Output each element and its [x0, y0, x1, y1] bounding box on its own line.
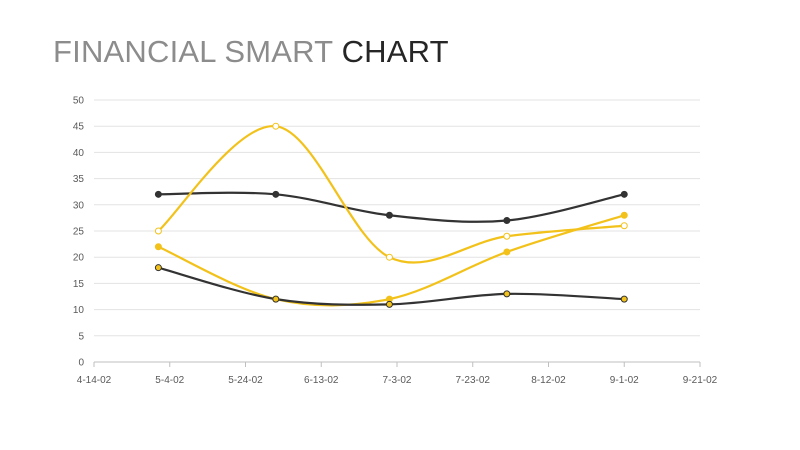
x-tick-label: 9-1-02	[610, 375, 639, 386]
data-point-series-1	[272, 190, 280, 198]
data-point-series-3	[503, 248, 511, 256]
y-tick-label: 45	[73, 122, 85, 133]
y-tick-label: 50	[73, 96, 85, 107]
data-point-series-1	[620, 190, 628, 198]
chart-title-part1: FINANCIAL SMART	[53, 34, 333, 69]
data-point-series-2	[154, 227, 162, 235]
y-tick-label: 30	[73, 200, 85, 211]
data-point-series-2	[503, 232, 511, 240]
data-point-series-4	[154, 264, 162, 272]
y-tick-label: 0	[78, 358, 84, 369]
y-tick-label: 15	[73, 279, 85, 290]
x-tick-label: 4-14-02	[77, 375, 112, 386]
data-point-series-4	[272, 295, 280, 303]
y-tick-label: 35	[73, 174, 85, 185]
x-tick-label: 6-13-02	[304, 375, 339, 386]
data-point-series-4	[503, 290, 511, 298]
y-tick-label: 40	[73, 148, 85, 159]
x-tick-label: 5-24-02	[228, 375, 263, 386]
data-point-series-4	[620, 295, 628, 303]
series-line-3	[157, 214, 626, 307]
data-point-series-3	[620, 211, 628, 219]
x-tick-label: 7-3-02	[383, 375, 412, 386]
y-tick-label: 25	[73, 227, 85, 238]
y-tick-label: 20	[73, 253, 85, 264]
x-tick-label: 5-4-02	[155, 375, 184, 386]
x-tick-label: 9-21-02	[683, 375, 718, 386]
data-point-series-2	[385, 253, 393, 261]
x-tick-label: 7-23-02	[456, 375, 491, 386]
data-point-series-2	[620, 222, 628, 230]
x-tick-label: 8-12-02	[531, 375, 566, 386]
markers-group	[154, 122, 628, 308]
data-point-series-2	[272, 122, 280, 130]
y-tick-label: 5	[78, 331, 84, 342]
data-point-series-3	[154, 243, 162, 251]
axes: 0 5 10 15 20 25 30 35 40 45 50 4-14-02 5-4-02 5-24-02…	[73, 96, 718, 387]
grid	[94, 99, 700, 337]
y-tick-label: 10	[73, 305, 85, 316]
data-point-series-1	[154, 190, 162, 198]
chart-title: FINANCIAL SMART CHART	[53, 34, 449, 70]
data-point-series-4	[385, 300, 393, 308]
series-line-2	[157, 125, 626, 264]
data-point-series-1	[503, 217, 511, 225]
chart-title-part2: CHART	[341, 34, 449, 69]
data-point-series-1	[385, 211, 393, 219]
